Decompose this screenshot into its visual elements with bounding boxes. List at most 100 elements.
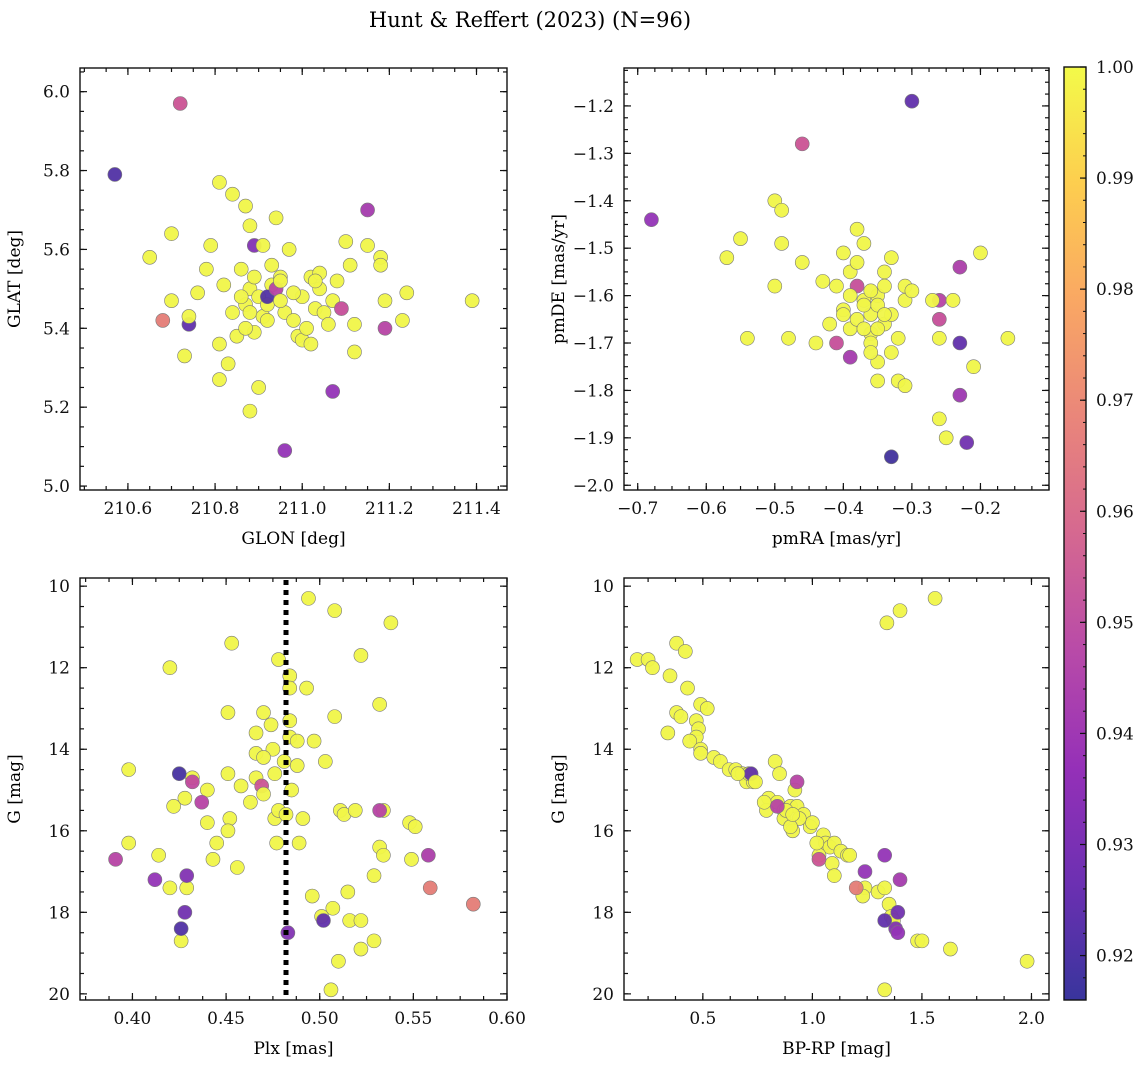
x-tick-label: 1.5	[908, 1009, 935, 1029]
x-tick-label: 211.0	[278, 499, 327, 519]
data-point	[147, 872, 163, 888]
data-point	[316, 913, 331, 928]
data-point	[299, 320, 314, 336]
x-tick-label: −0.5	[754, 499, 795, 519]
scatter-points	[644, 93, 1016, 465]
data-point	[680, 680, 695, 696]
data-point	[251, 380, 266, 395]
data-point	[863, 283, 879, 299]
data-point	[203, 238, 219, 253]
data-point	[884, 250, 899, 265]
data-point	[856, 321, 872, 337]
data-point	[404, 852, 419, 867]
data-point	[808, 335, 824, 351]
data-point	[673, 709, 689, 724]
data-point	[897, 378, 913, 393]
data-point	[678, 644, 693, 659]
data-point	[171, 766, 187, 782]
data-point	[265, 741, 281, 757]
data-point	[121, 762, 136, 777]
data-point	[323, 982, 339, 998]
data-point	[748, 774, 763, 790]
data-point	[334, 301, 349, 316]
data-point	[256, 705, 271, 720]
data-point	[273, 293, 288, 308]
data-point	[925, 293, 940, 308]
data-point	[220, 823, 236, 839]
data-point	[1000, 330, 1016, 346]
data-point	[360, 202, 375, 218]
ticks	[624, 578, 1049, 1000]
data-point	[372, 697, 387, 712]
y-axis-label: GLAT [deg]	[5, 230, 25, 328]
data-point	[966, 359, 981, 375]
data-point	[181, 309, 197, 324]
data-point	[142, 250, 158, 265]
data-point	[321, 317, 336, 332]
data-point	[973, 245, 988, 261]
y-tick-label: −1.9	[573, 429, 614, 449]
y-tick-label: 10	[48, 577, 70, 597]
data-point	[172, 96, 188, 111]
data-point	[829, 335, 844, 351]
data-point	[331, 953, 346, 969]
colorbar-tick-label: 0.95	[1096, 613, 1134, 633]
data-point	[348, 803, 363, 818]
data-point	[281, 242, 297, 257]
data-point	[286, 313, 301, 328]
data-point	[212, 372, 227, 387]
y-tick-label: 16	[48, 822, 70, 842]
data-point	[824, 856, 840, 871]
x-tick-label: 0.40	[114, 1009, 152, 1029]
data-point	[856, 297, 872, 313]
data-point	[849, 221, 865, 237]
data-point	[407, 819, 423, 835]
data-point	[289, 733, 305, 749]
data-point	[164, 226, 179, 241]
data-point	[200, 815, 215, 830]
data-point	[815, 274, 831, 289]
data-point	[884, 345, 899, 360]
data-point	[877, 880, 892, 896]
data-point	[842, 349, 858, 365]
data-point	[200, 782, 215, 798]
data-point	[693, 746, 708, 761]
y-tick-label: −1.4	[573, 192, 614, 212]
y-tick-label: 16	[592, 822, 614, 842]
data-point	[877, 307, 892, 322]
x-tick-label: −0.4	[823, 499, 864, 519]
y-tick-label: 6.0	[43, 83, 70, 103]
data-point	[789, 774, 805, 790]
scatter-points	[108, 591, 481, 998]
y-tick-label: 5.8	[43, 162, 70, 182]
data-point	[662, 668, 678, 684]
panel-plx-g: 0.40 0.45 0.50 0.55 0.60 10 12 14 16 18 20 Plx [mas…	[5, 577, 526, 1059]
data-point	[383, 615, 399, 631]
data-point	[205, 852, 221, 867]
data-point	[822, 316, 837, 332]
data-point	[212, 336, 227, 352]
colorbar-tick-label: 0.97	[1096, 391, 1134, 411]
colorbar-gradient	[1064, 67, 1086, 1000]
data-point	[151, 847, 166, 863]
data-point	[863, 345, 879, 360]
figure-title: Hunt & Reffert (2023) (N=96)	[369, 8, 691, 32]
data-point	[366, 868, 382, 883]
data-point	[877, 278, 892, 294]
data-point	[347, 344, 362, 360]
data-point	[242, 305, 258, 320]
axes-frame	[623, 67, 1050, 491]
scatter-points	[107, 96, 480, 458]
data-point	[927, 591, 943, 606]
x-tick-label: 0.60	[488, 1009, 526, 1029]
data-point	[295, 811, 311, 826]
data-point	[952, 387, 968, 403]
colorbar-tick-label: 0.99	[1096, 169, 1134, 189]
x-tick-label: 0.5	[689, 1009, 716, 1029]
data-point	[805, 815, 820, 830]
colorbar-tick-label: 0.96	[1096, 502, 1134, 522]
data-point	[682, 733, 698, 749]
data-point	[273, 273, 288, 289]
data-point	[660, 725, 676, 741]
data-point	[269, 835, 284, 851]
